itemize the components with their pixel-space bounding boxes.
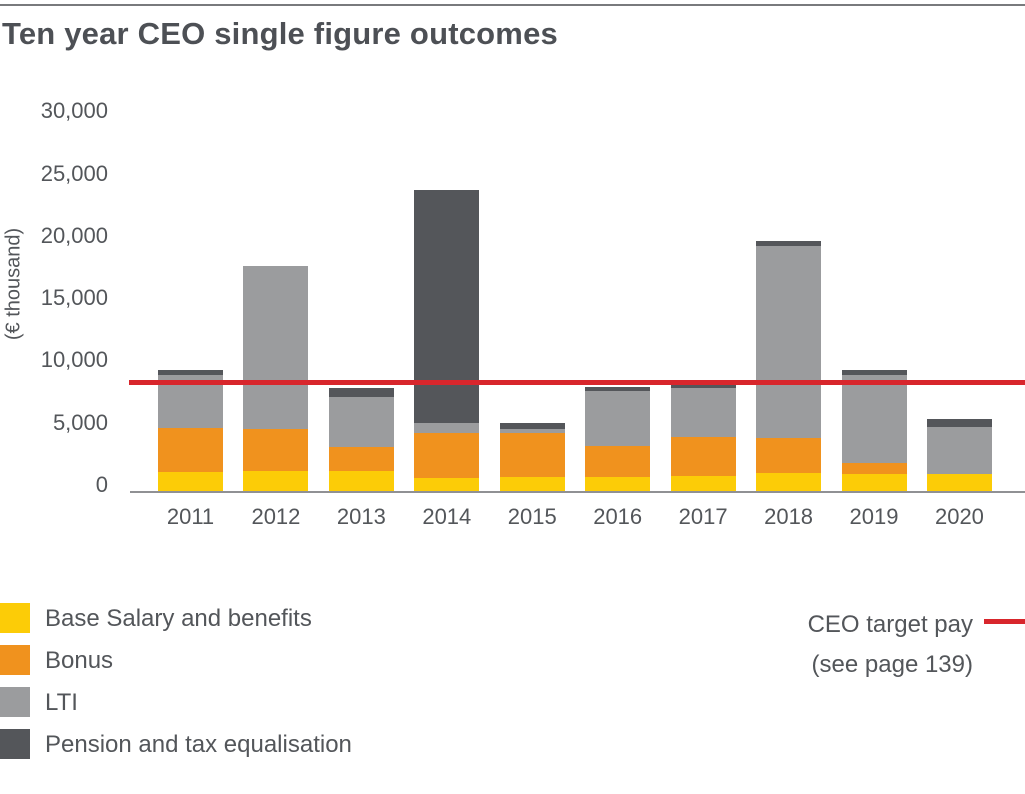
bar-segment-2017: [670, 475, 736, 493]
x-tick-label: 2017: [678, 504, 728, 529]
bar-segment-2015: [499, 476, 565, 493]
legend-label: LTI: [45, 689, 78, 716]
y-tick-label: 10,000: [40, 347, 108, 373]
x-tick-label: 2020: [934, 504, 984, 529]
bar-segment-2020: [926, 426, 992, 475]
bar-segment-2012: [243, 266, 309, 430]
chart-title: Ten year CEO single figure outcomes: [2, 16, 558, 51]
target-pay-legend: CEO target pay (see page 139): [808, 605, 973, 685]
legend-label: Bonus: [45, 647, 114, 674]
bar-segment-2013: [328, 388, 394, 398]
bar-segment-2015: [499, 429, 565, 434]
bar-segment-2012: [243, 470, 309, 493]
bar-segment-2012: [243, 429, 309, 471]
bar-segment-2013: [328, 397, 394, 447]
bar-segment-2016: [585, 387, 651, 391]
bar-segment-2015: [499, 423, 565, 430]
x-axis-line: [130, 491, 1025, 493]
y-tick-label: 20,000: [40, 222, 108, 248]
x-tick-label: 2016: [593, 504, 643, 529]
bar-segment-2019: [841, 369, 907, 375]
bar-segment-2017: [670, 388, 736, 437]
bar-segment-2018: [756, 438, 822, 474]
y-tick-label: 0: [95, 472, 108, 497]
bonus-swatch: [0, 645, 30, 675]
bar-segment-2019: [841, 374, 907, 464]
x-tick-label: 2014: [422, 504, 472, 529]
bar-segment-2020: [926, 419, 992, 427]
bar-segment-2013: [328, 446, 394, 471]
bar-segment-2019: [841, 474, 907, 493]
lti-swatch: [0, 687, 30, 717]
bar-segment-2011: [158, 471, 223, 493]
bar-segment-2011: [158, 428, 223, 472]
x-tick-label: 2012: [251, 504, 301, 529]
bar-segment-2017: [670, 384, 736, 389]
target-pay-legend-dash: [984, 619, 1025, 624]
x-tick-label: 2019: [849, 504, 899, 529]
bar-segment-2014: [414, 423, 480, 434]
bar-segment-2014: [414, 478, 480, 493]
y-tick-label: 5,000: [52, 409, 108, 435]
bar-segment-2018: [756, 473, 822, 493]
target-pay-label: CEO target pay: [807, 611, 973, 638]
bar-segment-2014: [414, 433, 480, 479]
y-tick-label: 25,000: [40, 160, 108, 186]
y-tick-label: 15,000: [40, 285, 108, 311]
bar-segment-2018: [756, 246, 822, 439]
bar-segment-2017: [670, 436, 736, 476]
bar-segment-2011: [158, 369, 223, 375]
x-tick-label: 2018: [764, 504, 814, 529]
legend-label: Pension and tax equalisation: [45, 731, 352, 758]
bar-segment-2014: [414, 190, 480, 424]
x-tick-label: 2011: [166, 504, 215, 529]
bar-segment-2016: [585, 390, 651, 446]
x-tick-label: 2015: [507, 504, 557, 529]
bar-segment-2013: [328, 470, 394, 493]
target-pay-page-ref: (see page 139): [811, 651, 973, 678]
bar-segment-2019: [841, 463, 907, 475]
bar-segment-2016: [585, 476, 651, 493]
legend-label: Base Salary and benefits: [45, 605, 312, 632]
x-tick-label: 2013: [336, 504, 386, 529]
y-tick-label: 30,000: [40, 98, 108, 124]
ceo-target-pay-line: [129, 379, 1025, 385]
pension-swatch: [0, 729, 30, 759]
bar-segment-2015: [499, 433, 565, 477]
top-divider-line: [0, 4, 1025, 6]
bar-segment-2018: [756, 241, 822, 247]
bar-segment-2020: [926, 474, 992, 493]
base-salary-swatch: [0, 603, 30, 633]
bar-segment-2016: [585, 445, 651, 477]
